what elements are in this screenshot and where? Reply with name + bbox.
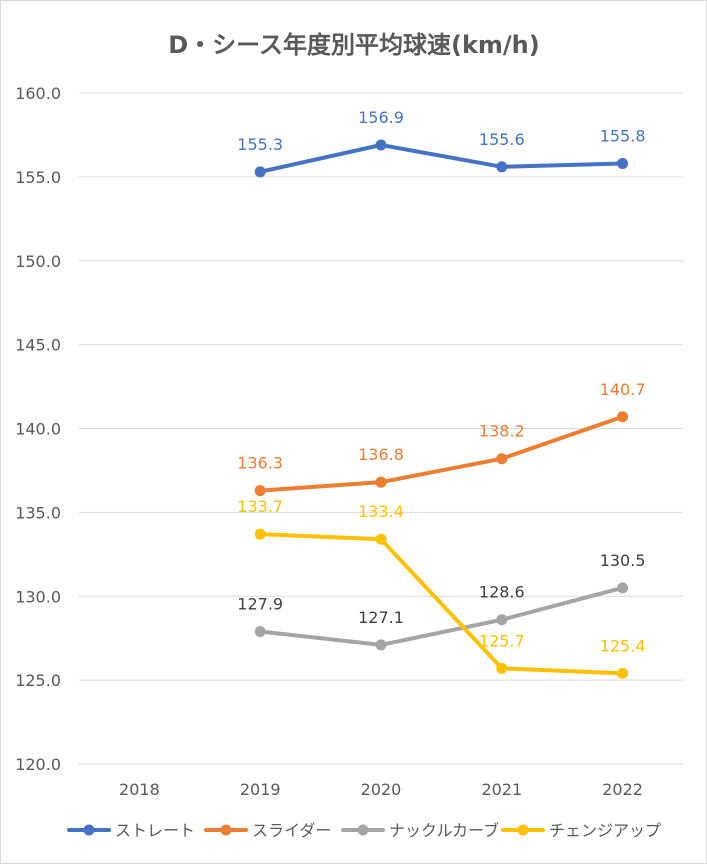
grid-lines [79,92,683,765]
y-tick-label: 140.0 [15,420,61,439]
series-0-point [496,161,508,173]
legend-marker [83,824,95,836]
series-2-data-label: 127.9 [237,594,283,613]
x-axis-ticks: 2018 2019 2020 2021 2022 [119,780,643,799]
legend-marker [517,824,529,836]
y-axis-ticks: 120.0 125.0 130.0 135.0 140.0 145.0 150.0 155.0… [15,84,61,774]
series-2-data-label: 130.5 [600,551,646,570]
series-0-point [254,166,266,178]
legend-label: チェンジアップ [549,821,661,840]
series-2-data-label: 128.6 [479,583,525,602]
x-tick-label: 2021 [481,780,522,799]
x-tick-label: 2019 [240,780,281,799]
series-3-point [617,667,629,679]
y-tick-label: 135.0 [15,503,61,522]
series-0-data-label: 156.9 [358,108,404,127]
series-2-data-label: 127.1 [358,608,404,627]
series-3-data-label: 125.4 [600,636,646,655]
legend-label: スライダー [252,821,331,840]
series-3-data-label: 125.7 [479,631,525,650]
series-0-point [617,157,629,169]
series-0-data-label: 155.3 [237,135,283,154]
series-0-data-label: 155.8 [600,126,646,145]
x-tick-label: 2022 [602,780,643,799]
series-lines [254,139,629,679]
series-1-point [375,476,387,488]
chart-title: D・シース年度別平均球速(km/h) [168,31,539,59]
series-3-data-label: 133.4 [358,502,404,521]
x-tick-label: 2020 [361,780,402,799]
series-0-point [375,139,387,151]
data-labels: 155.3 156.9 155.6 155.8 136.3 136.8 138.2 140.7… [237,108,645,655]
legend-label: ナックルカーブ [389,821,499,840]
series-3-line [258,532,625,676]
series-1-line [258,414,625,493]
series-2-point [254,625,266,637]
y-tick-label: 125.0 [15,671,61,690]
y-tick-label: 120.0 [15,755,61,774]
y-tick-label: 160.0 [15,84,61,103]
series-2-line [258,585,625,647]
series-1-point [254,485,266,497]
series-1-data-label: 138.2 [479,422,525,441]
series-1-point [617,411,629,423]
series-3-point [496,662,508,674]
series-3-point [375,533,387,545]
series-1-data-label: 136.8 [358,445,404,464]
legend-marker [220,824,232,836]
series-2-point [375,639,387,651]
series-1-data-label: 136.3 [237,454,283,473]
series-1-point [496,453,508,465]
series-3-data-label: 133.7 [237,497,283,516]
y-tick-label: 130.0 [15,587,61,606]
y-tick-label: 150.0 [15,252,61,271]
series-2-point [617,582,629,594]
legend-label: ストレート [115,821,195,840]
y-tick-label: 145.0 [15,336,61,355]
x-tick-label: 2018 [119,780,160,799]
series-1-data-label: 140.7 [600,380,646,399]
series-3-point [254,528,266,540]
series-0-line [258,143,625,174]
legend: ストレート スライダー ナックルカーブ チェンジアップ [67,821,661,840]
y-tick-label: 155.0 [15,168,61,187]
series-0-data-label: 155.6 [479,130,525,149]
series-2-point [496,614,508,626]
legend-marker [357,824,369,836]
